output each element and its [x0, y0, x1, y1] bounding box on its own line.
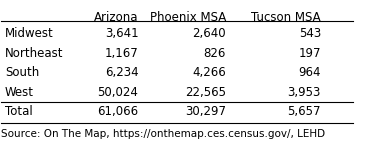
Text: Tucson MSA: Tucson MSA [251, 11, 321, 24]
Text: 50,024: 50,024 [97, 86, 138, 99]
Text: 3,641: 3,641 [105, 27, 138, 40]
Text: Total: Total [5, 105, 32, 118]
Text: Arizona: Arizona [94, 11, 138, 24]
Text: Phoenix MSA: Phoenix MSA [150, 11, 226, 24]
Text: 6,234: 6,234 [105, 66, 138, 79]
Text: South: South [5, 66, 39, 79]
Text: 964: 964 [298, 66, 321, 79]
Text: 3,953: 3,953 [288, 86, 321, 99]
Text: Midwest: Midwest [5, 27, 53, 40]
Text: 5,657: 5,657 [287, 105, 321, 118]
Text: 22,565: 22,565 [185, 86, 226, 99]
Text: Northeast: Northeast [5, 47, 63, 59]
Text: West: West [5, 86, 34, 99]
Text: Source: On The Map, https://onthemap.ces.census.gov/, LEHD: Source: On The Map, https://onthemap.ces… [2, 129, 325, 139]
Text: 197: 197 [298, 47, 321, 59]
Text: 543: 543 [299, 27, 321, 40]
Text: 4,266: 4,266 [193, 66, 226, 79]
Text: 826: 826 [204, 47, 226, 59]
Text: 2,640: 2,640 [193, 27, 226, 40]
Text: 1,167: 1,167 [105, 47, 138, 59]
Text: 61,066: 61,066 [97, 105, 138, 118]
Text: 30,297: 30,297 [185, 105, 226, 118]
